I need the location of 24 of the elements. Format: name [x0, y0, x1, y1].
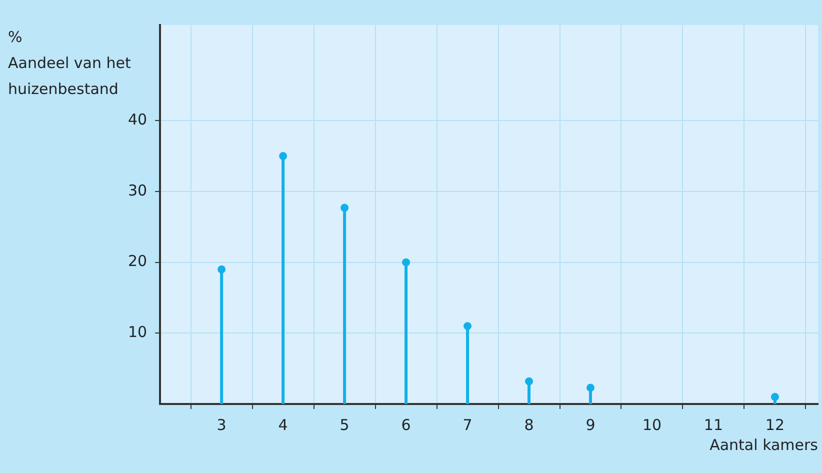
point	[218, 265, 226, 274]
x-tick-label: 11	[704, 416, 724, 434]
point	[279, 152, 288, 160]
point	[586, 384, 594, 392]
point	[525, 377, 534, 386]
y-tick-label: 30	[128, 181, 148, 200]
x-tick-label: 7	[462, 416, 472, 434]
x-tick-label: 6	[401, 416, 411, 434]
x-tick-label: 9	[586, 416, 596, 434]
y-tick-label: 20	[128, 252, 148, 270]
y-axis-title: % Aandeel van het huizenbestand	[8, 27, 131, 100]
x-tick-label: 8	[524, 416, 534, 434]
x-tick-label: 5	[340, 416, 350, 434]
x-tick-label: 4	[278, 416, 288, 434]
y-tick-label: 40	[128, 110, 148, 129]
x-tick-label: 10	[642, 416, 662, 434]
point	[402, 258, 410, 266]
y-tick-label: 10	[128, 323, 148, 342]
x-tick-label: 3	[216, 416, 226, 434]
point	[464, 322, 472, 330]
point	[340, 204, 349, 212]
point	[770, 392, 779, 401]
x-axis-title: Aantal kamers	[710, 436, 818, 454]
x-tick-label: 12	[765, 416, 785, 434]
